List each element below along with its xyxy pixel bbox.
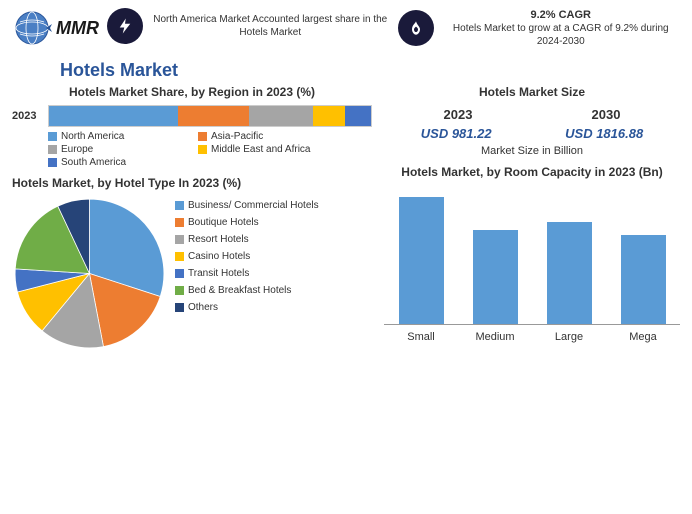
legend-label: Business/ Commercial Hotels <box>188 200 319 211</box>
info-block-2: 9.2% CAGR Hotels Market to grow at a CAG… <box>398 8 681 48</box>
cagr-title: 9.2% CAGR <box>442 8 681 22</box>
left-column: Hotels Market Share, by Region in 2023 (… <box>12 85 372 355</box>
bar-label: Medium <box>473 331 518 343</box>
vbar <box>473 230 518 324</box>
legend-swatch <box>175 303 184 312</box>
info-text-1: North America Market Accounted largest s… <box>151 13 390 39</box>
legend-label: Casino Hotels <box>188 251 250 262</box>
legend-label: Europe <box>61 144 93 155</box>
size-years: 2023 2030 <box>384 107 680 122</box>
legend-swatch <box>175 218 184 227</box>
size-title: Hotels Market Size <box>384 85 680 99</box>
bar-segment <box>49 106 178 126</box>
legend-label: Others <box>188 302 218 313</box>
pie-chart <box>12 196 167 351</box>
legend-item: Middle East and Africa <box>198 144 338 155</box>
legend-swatch <box>175 286 184 295</box>
legend-swatch <box>175 201 184 210</box>
logo: MMR <box>12 8 99 48</box>
stacked-bar <box>48 105 372 127</box>
info-block-1: North America Market Accounted largest s… <box>107 8 390 44</box>
legend-item: South America <box>48 157 188 168</box>
size-values: USD 981.22 USD 1816.88 <box>384 126 680 141</box>
bar-labels: Small Medium Large Mega <box>384 331 680 343</box>
bars-row <box>384 185 680 325</box>
right-column: Hotels Market Size 2023 2030 USD 981.22 … <box>384 85 680 355</box>
globe-icon <box>12 8 52 48</box>
header: MMR North America Market Accounted large… <box>0 0 692 52</box>
bar-label: Large <box>547 331 592 343</box>
flame-icon <box>398 10 434 46</box>
legend-swatch <box>175 252 184 261</box>
legend-label: South America <box>61 157 126 168</box>
legend-swatch <box>198 145 207 154</box>
legend-item: Others <box>175 302 319 313</box>
size-year-2: 2030 <box>592 107 621 122</box>
logo-text: MMR <box>56 18 99 39</box>
size-year-1: 2023 <box>444 107 473 122</box>
bar-label: Mega <box>621 331 666 343</box>
legend-item: Bed & Breakfast Hotels <box>175 285 319 296</box>
content: Hotels Market Share, by Region in 2023 (… <box>0 85 692 355</box>
legend-swatch <box>198 132 207 141</box>
legend-label: Boutique Hotels <box>188 217 259 228</box>
legend-item: Resort Hotels <box>175 234 319 245</box>
legend-label: Middle East and Africa <box>211 144 311 155</box>
vbar <box>399 197 444 324</box>
legend-label: Bed & Breakfast Hotels <box>188 285 291 296</box>
legend-item: Transit Hotels <box>175 268 319 279</box>
main-title: Hotels Market <box>60 60 692 81</box>
legend-item: North America <box>48 131 188 142</box>
type-title: Hotels Market, by Hotel Type In 2023 (%) <box>12 176 372 190</box>
bar-segment <box>345 106 371 126</box>
bar-segment <box>313 106 345 126</box>
legend-item: Business/ Commercial Hotels <box>175 200 319 211</box>
stacked-bar-wrap: 2023 <box>12 105 372 127</box>
legend-swatch <box>175 235 184 244</box>
share-year: 2023 <box>12 110 42 122</box>
bar-segment <box>249 106 313 126</box>
legend-item: Boutique Hotels <box>175 217 319 228</box>
info-text-2: 9.2% CAGR Hotels Market to grow at a CAG… <box>442 8 681 48</box>
pie-legend: Business/ Commercial Hotels Boutique Hote… <box>175 200 319 313</box>
size-caption: Market Size in Billion <box>384 145 680 157</box>
vbar <box>547 222 592 324</box>
legend-label: North America <box>61 131 124 142</box>
bolt-icon <box>107 8 143 44</box>
size-val-2: USD 1816.88 <box>565 126 643 141</box>
legend-label: Asia-Pacific <box>211 131 263 142</box>
bar-chart: Small Medium Large Mega <box>384 185 680 355</box>
legend-label: Transit Hotels <box>188 268 249 279</box>
legend-item: Casino Hotels <box>175 251 319 262</box>
legend-swatch <box>48 145 57 154</box>
legend-swatch <box>48 132 57 141</box>
legend-item: Asia-Pacific <box>198 131 338 142</box>
pie-section: Business/ Commercial Hotels Boutique Hote… <box>12 196 372 351</box>
legend-item: Europe <box>48 144 188 155</box>
legend-label: Resort Hotels <box>188 234 249 245</box>
cagr-text: Hotels Market to grow at a CAGR of 9.2% … <box>442 22 681 48</box>
capacity-title: Hotels Market, by Room Capacity in 2023 … <box>384 165 680 179</box>
bar-segment <box>178 106 249 126</box>
legend-swatch <box>48 158 57 167</box>
bar-label: Small <box>399 331 444 343</box>
legend-swatch <box>175 269 184 278</box>
share-legend: North America Asia-Pacific Europe Middle Ea… <box>48 131 372 168</box>
size-val-1: USD 981.22 <box>421 126 492 141</box>
share-title: Hotels Market Share, by Region in 2023 (… <box>12 85 372 99</box>
vbar <box>621 235 666 324</box>
